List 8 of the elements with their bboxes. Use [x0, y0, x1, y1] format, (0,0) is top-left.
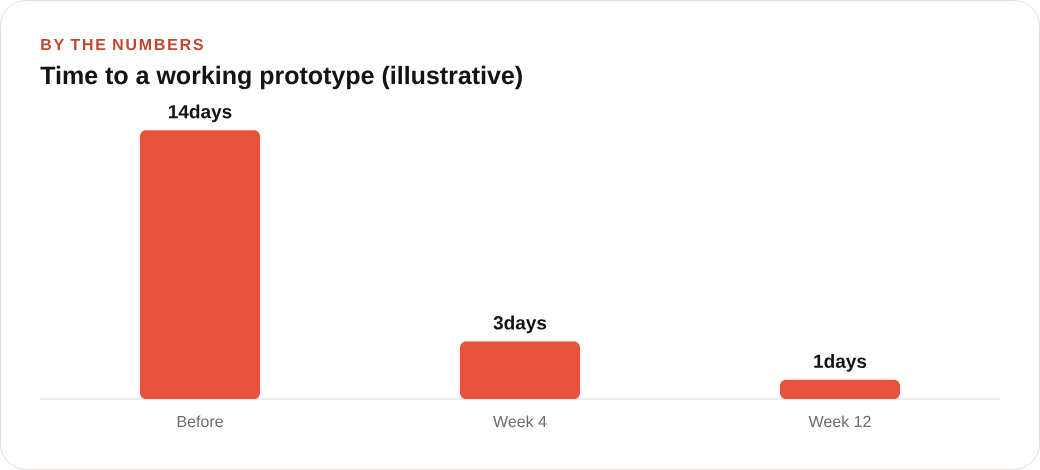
- chart-title: Time to a working prototype (illustrative): [40, 65, 522, 90]
- chart-subtitle: BY THE NUMBERS: [41, 38, 203, 51]
- data-label: 1days: [814, 354, 867, 372]
- data-label: 14days: [168, 104, 232, 123]
- x-tick-label: Week 12: [808, 415, 871, 428]
- data-label: 3days: [493, 315, 547, 334]
- x-tick-label: Before: [177, 415, 223, 428]
- x-tick-label: Week 4: [493, 415, 547, 428]
